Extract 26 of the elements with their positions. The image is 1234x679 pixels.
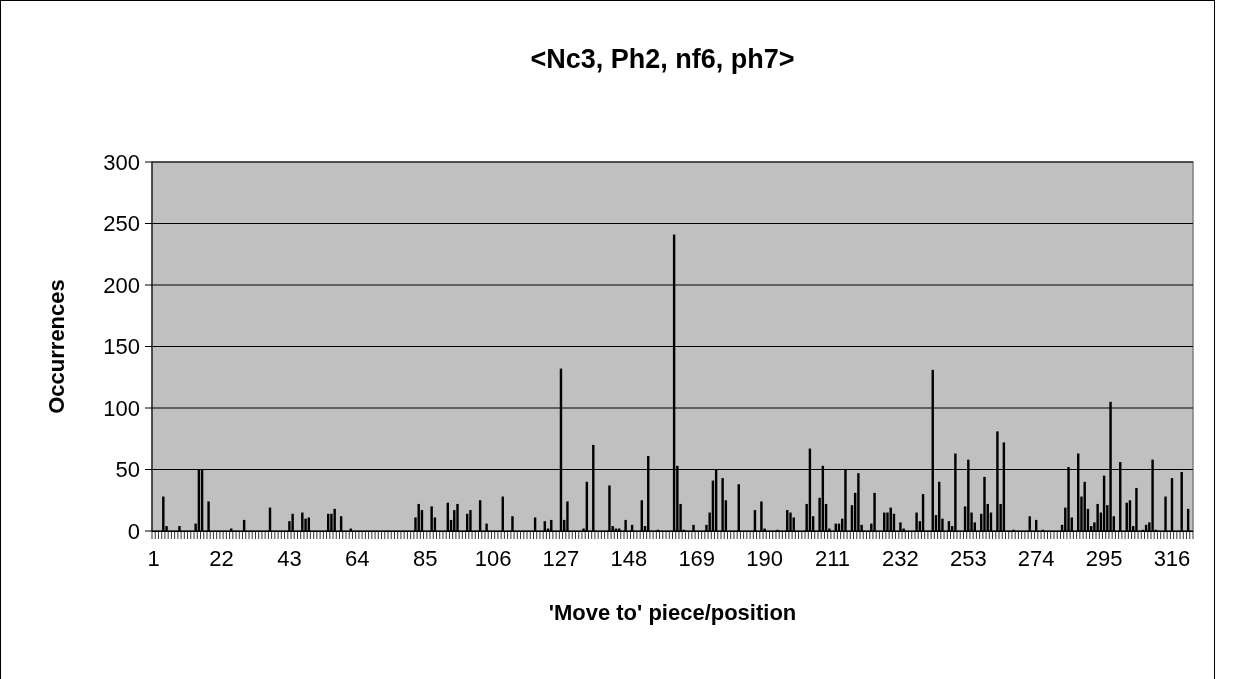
x-tick-label: 211 [814, 546, 851, 571]
y-tick-label: 200 [103, 272, 140, 298]
y-tick-label: 50 [115, 457, 140, 483]
y-tick-label: 150 [103, 334, 140, 360]
x-tick-label: 190 [746, 546, 783, 571]
x-tick-label: 85 [412, 546, 438, 571]
x-tick-label: 22 [209, 546, 234, 571]
x-tick-label: 127 [542, 546, 580, 571]
x-tick-label: 274 [1017, 546, 1055, 571]
y-axis-title: Occurrences [44, 279, 69, 414]
y-tick-label: 100 [103, 395, 140, 421]
x-tick-label: 253 [949, 546, 987, 571]
x-tick-label: 106 [474, 546, 512, 571]
chart-title: <Nc3, Ph2, nf6, ph7> [530, 44, 795, 74]
y-tick-label: 250 [103, 211, 140, 237]
x-tick-label: 169 [678, 546, 716, 571]
x-tick-label: 148 [610, 546, 648, 571]
x-tick-label: 316 [1153, 546, 1191, 571]
x-tick-label: 295 [1085, 546, 1123, 571]
y-tick-label: 0 [127, 518, 140, 544]
x-tick-label: 232 [882, 546, 919, 571]
x-tick-label: 64 [345, 546, 370, 571]
y-tick-label: 300 [103, 149, 140, 175]
x-axis-title: 'Move to' piece/position [548, 600, 797, 625]
x-tick-label: 1 [147, 546, 160, 571]
x-tick-label: 43 [277, 546, 302, 571]
